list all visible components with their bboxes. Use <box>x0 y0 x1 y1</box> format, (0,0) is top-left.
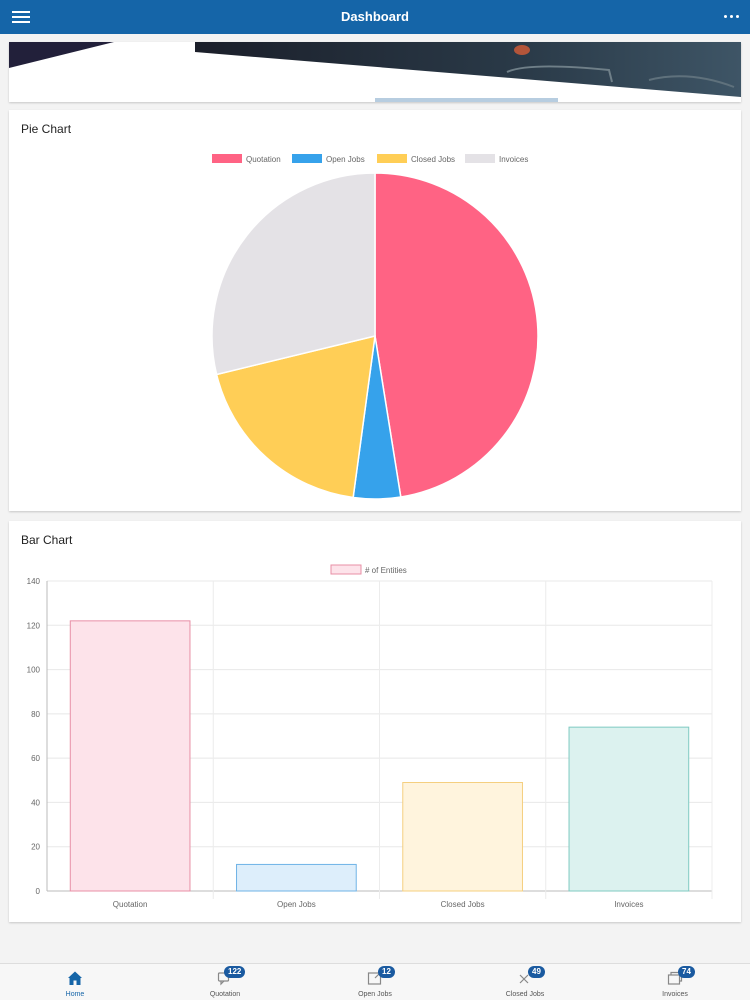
pie-legend-item[interactable]: Quotation <box>212 154 281 164</box>
bar-chart-card: Bar Chart # of Entities 0 20 40 60 80 100 120 14… <box>9 521 741 922</box>
legend-label: Quotation <box>246 155 281 164</box>
x-tick-label: Closed Jobs <box>441 900 485 909</box>
bar-open-jobs[interactable] <box>236 863 357 892</box>
hamburger-menu-icon[interactable] <box>12 10 30 24</box>
tab-label: Closed Jobs <box>505 991 545 998</box>
tab-open-jobs[interactable]: 12 Open Jobs <box>300 964 450 1000</box>
bar-legend-item[interactable]: # of Entities <box>330 564 407 575</box>
legend-swatch <box>212 154 242 163</box>
y-tick-label: 80 <box>31 710 40 719</box>
bar-chart-title: Bar Chart <box>21 533 73 547</box>
app-bar: Dashboard <box>0 0 750 34</box>
y-tick-label: 120 <box>27 621 41 630</box>
y-tick-label: 140 <box>27 577 41 586</box>
tab-invoices[interactable]: 74 Invoices <box>600 964 750 1000</box>
pie-slice-closed-jobs[interactable] <box>215 335 376 499</box>
legend-swatch <box>292 154 322 163</box>
banner-card <box>9 42 741 102</box>
legend-swatch <box>330 564 362 575</box>
tab-label: Invoices <box>662 991 688 998</box>
pie-chart-title: Pie Chart <box>21 122 72 136</box>
tab-label: Open Jobs <box>358 991 392 998</box>
invoices-badge: 74 <box>678 966 695 978</box>
tab-closed-jobs[interactable]: 49 Closed Jobs <box>450 964 600 1000</box>
y-tick-label: 60 <box>31 754 40 763</box>
pie-slice-invoices[interactable] <box>211 172 376 376</box>
x-tick-label: Quotation <box>113 900 148 909</box>
legend-label: # of Entities <box>365 566 407 575</box>
pie-legend-item[interactable]: Invoices <box>465 154 528 164</box>
tab-quotation[interactable]: 122 Quotation <box>150 964 300 1000</box>
y-tick-label: 40 <box>31 798 40 807</box>
banner-image <box>9 42 741 102</box>
legend-label: Open Jobs <box>326 155 365 164</box>
banner-page-indicator <box>375 98 558 102</box>
tab-label: Quotation <box>209 991 241 998</box>
pie-chart-card: Pie Chart Quotation Open Jobs Closed Jobs I… <box>9 110 741 511</box>
legend-swatch <box>377 154 407 163</box>
bar-invoices[interactable] <box>568 726 690 892</box>
bar-quotation[interactable] <box>69 620 191 892</box>
page-title: Dashboard <box>341 9 409 24</box>
closed-jobs-icon <box>519 974 529 984</box>
pie-slice-quotation[interactable] <box>374 172 539 498</box>
bar-closed-jobs[interactable] <box>402 782 523 892</box>
legend-label: Invoices <box>499 155 528 164</box>
pie-legend-item[interactable]: Closed Jobs <box>377 154 455 164</box>
x-tick-label: Open Jobs <box>277 900 316 909</box>
more-options-icon[interactable] <box>722 9 742 25</box>
tab-home[interactable]: Home <box>0 964 150 1000</box>
pie-chart: Quotation Open Jobs Closed Jobs Invoices <box>211 154 539 500</box>
legend-swatch <box>465 154 495 163</box>
y-tick-label: 100 <box>27 666 41 675</box>
quotation-badge: 122 <box>224 966 246 978</box>
bottom-tab-bar: Home 122 Quotation 12 Open Jobs 49 Close… <box>0 963 750 1000</box>
pie-legend-item[interactable]: Open Jobs <box>292 154 365 164</box>
home-icon <box>68 971 82 985</box>
x-tick-label: Invoices <box>614 900 643 909</box>
bar-chart: # of Entities 0 20 40 60 80 100 120 140 Quotation… <box>27 564 713 909</box>
y-tick-label: 20 <box>31 843 40 852</box>
y-tick-label: 0 <box>36 887 41 896</box>
open-jobs-badge: 12 <box>378 966 395 978</box>
closed-jobs-badge: 49 <box>528 966 545 978</box>
legend-label: Closed Jobs <box>411 155 455 164</box>
tab-label: Home <box>65 991 85 998</box>
